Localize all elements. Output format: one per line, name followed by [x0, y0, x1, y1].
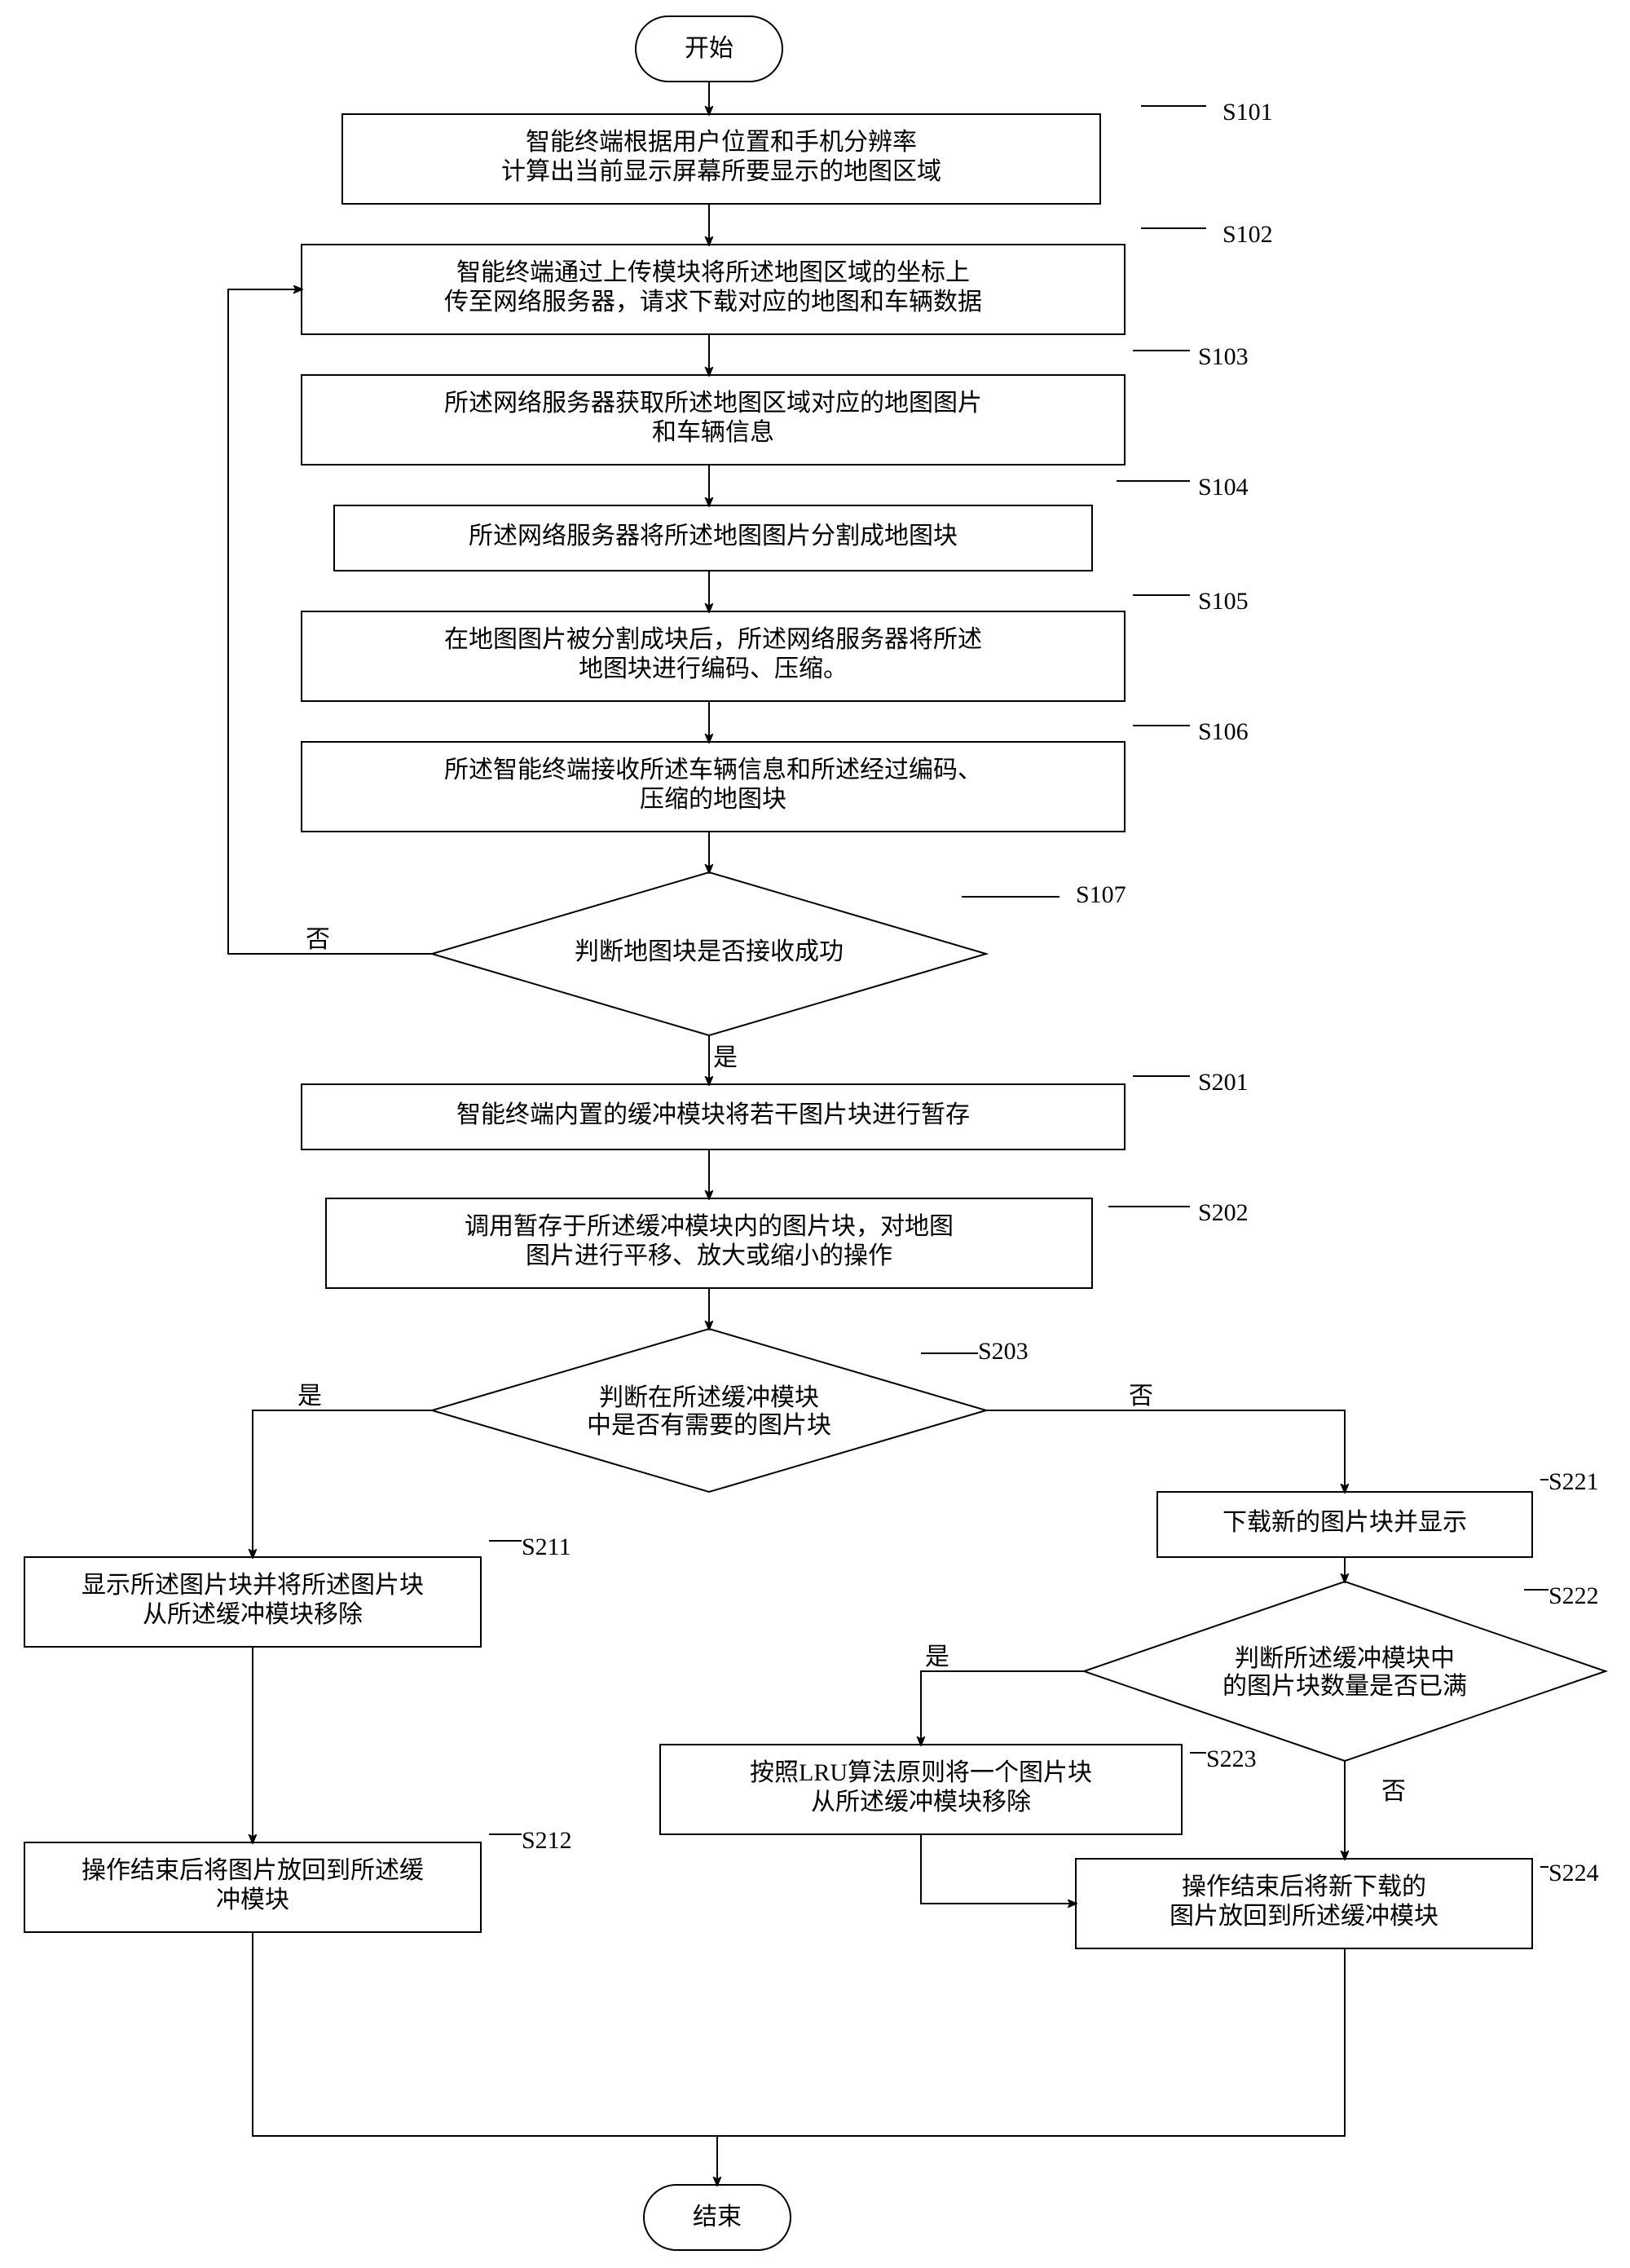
label-s105: S105	[1198, 588, 1249, 615]
edge-19	[717, 1948, 1345, 2136]
edge-11	[253, 1410, 432, 1557]
box-s104-line0: 所述网络服务器将所述地图图片分割成地图块	[469, 523, 958, 549]
box-s105-line0: 在地图图片被分割成块后，所述网络服务器将所述	[444, 626, 982, 653]
label-s104: S104	[1198, 474, 1249, 501]
label-s103: S103	[1198, 343, 1249, 370]
label-s102: S102	[1222, 221, 1273, 248]
label-s222: S222	[1548, 1582, 1599, 1609]
box-s211-line0: 显示所述图片块并将所述图片块	[82, 1572, 424, 1599]
box-s103-line1: 和车辆信息	[652, 419, 774, 446]
diamond-s203-line1: 中是否有需要的图片块	[587, 1412, 831, 1439]
branch-s203_yes: 是	[297, 1383, 322, 1410]
box-s223-line1: 从所述缓冲模块移除	[811, 1789, 1031, 1816]
box-s202-line0: 调用暂存于所述缓冲模块内的图片块，对地图	[465, 1213, 954, 1240]
box-s221-line0: 下载新的图片块并显示	[1222, 1509, 1467, 1536]
label-s223: S223	[1206, 1745, 1257, 1772]
start-label: 开始	[685, 35, 734, 62]
label-s224: S224	[1548, 1860, 1599, 1886]
edge-16	[921, 1834, 1076, 1904]
label-s202: S202	[1198, 1199, 1249, 1226]
edge-13	[986, 1410, 1345, 1492]
box-s223-line0: 按照LRU算法原则将一个图片块	[750, 1759, 1092, 1786]
edge-18	[253, 1932, 717, 2185]
box-s101-line1: 计算出当前显示屏幕所要显示的地图区域	[501, 158, 941, 185]
branch-s107_yes: 是	[713, 1044, 738, 1071]
box-s212-line1: 冲模块	[216, 1886, 289, 1913]
box-s106-line1: 压缩的地图块	[640, 786, 786, 813]
box-s103-line0: 所述网络服务器获取所述地图区域对应的地图图片	[444, 390, 982, 417]
box-s101-line0: 智能终端根据用户位置和手机分辨率	[526, 129, 917, 156]
box-s211-line1: 从所述缓冲模块移除	[143, 1601, 363, 1628]
box-s102-line0: 智能终端通过上传模块将所述地图区域的坐标上	[456, 259, 970, 286]
box-s224-line1: 图片放回到所述缓冲模块	[1170, 1903, 1438, 1930]
box-s105-line1: 地图块进行编码、压缩。	[579, 655, 848, 682]
label-s203: S203	[978, 1338, 1029, 1365]
end-label: 结束	[693, 2204, 742, 2230]
edge-15	[921, 1671, 1084, 1745]
diamond-s222-line0: 判断所述缓冲模块中	[1235, 1645, 1455, 1672]
diamond-s107-line0: 判断地图块是否接收成功	[575, 938, 844, 965]
diamond-s203-line0: 判断在所述缓冲模块	[599, 1384, 819, 1411]
label-s101: S101	[1222, 99, 1273, 126]
box-s224-line0: 操作结束后将新下载的	[1182, 1873, 1426, 1900]
branch-s107_no: 否	[306, 926, 330, 953]
box-s106-line0: 所述智能终端接收所述车辆信息和所述经过编码、	[444, 757, 982, 783]
box-s212-line0: 操作结束后将图片放回到所述缓	[82, 1857, 424, 1884]
branch-s203_no: 否	[1129, 1383, 1153, 1410]
label-s212: S212	[522, 1827, 572, 1854]
branch-s222_no: 否	[1381, 1778, 1406, 1805]
diamond-s222-line1: 的图片块数量是否已满	[1222, 1673, 1467, 1700]
label-s221: S221	[1548, 1468, 1599, 1495]
label-s107: S107	[1076, 881, 1126, 908]
branch-s222_yes: 是	[925, 1644, 949, 1670]
box-s201-line0: 智能终端内置的缓冲模块将若干图片块进行暂存	[456, 1101, 970, 1128]
box-s102-line1: 传至网络服务器，请求下载对应的地图和车辆数据	[444, 289, 982, 315]
box-s202-line1: 图片进行平移、放大或缩小的操作	[526, 1242, 892, 1269]
flowchart-canvas: 开始结束 智能终端根据用户位置和手机分辨率计算出当前显示屏幕所要显示的地图区域智能…	[0, 0, 1630, 2268]
label-s106: S106	[1198, 718, 1249, 745]
label-s211: S211	[522, 1533, 571, 1560]
label-s201: S201	[1198, 1069, 1249, 1096]
